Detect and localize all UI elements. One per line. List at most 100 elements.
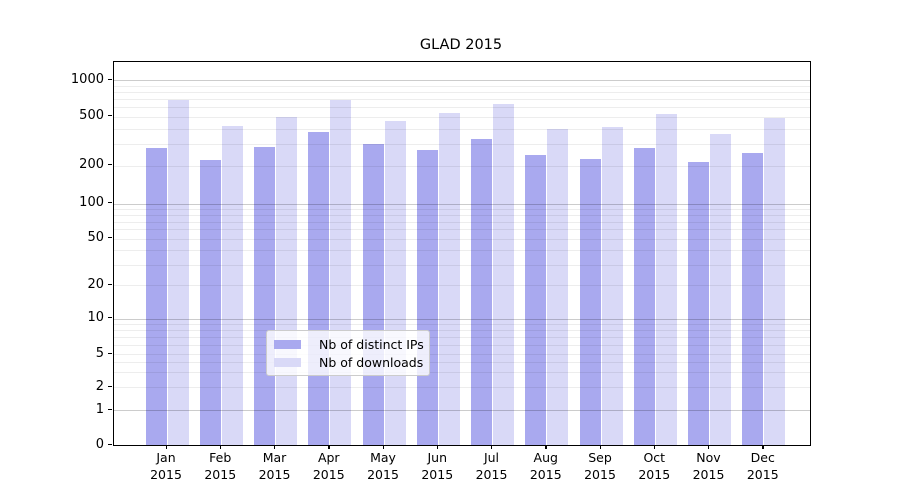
y-tick-mark <box>108 408 112 410</box>
bar-downloads-aug <box>547 129 569 445</box>
y-tick-label: 500 <box>79 108 104 124</box>
bar-distinct-ips-aug <box>525 154 547 445</box>
x-tick-label-month: Aug <box>533 450 558 465</box>
y-tick-label: 200 <box>79 157 104 172</box>
x-tick-label-oct: Oct 2015 <box>626 450 682 483</box>
x-tick-label-jan: Jan 2015 <box>138 450 194 483</box>
minor-gridline <box>114 98 810 100</box>
chart-title: GLAD 2015 <box>419 37 503 53</box>
x-tick-label-month: Jul <box>483 450 500 465</box>
bar-distinct-ips-apr <box>308 132 330 445</box>
bar-distinct-ips-oct <box>633 147 655 445</box>
y-tick-mark <box>108 283 112 286</box>
y-tick-label: 10 <box>87 310 104 326</box>
y-tick-label: 2 <box>95 378 104 394</box>
x-tick-label-month: Apr <box>317 450 340 465</box>
y-tick-mark <box>108 78 112 80</box>
x-tick-label-may: May 2015 <box>355 450 411 483</box>
x-tick-label-year: 2015 <box>204 466 237 482</box>
bar-distinct-ips-nov <box>688 161 709 445</box>
x-tick-mark <box>599 445 601 449</box>
major-gridline <box>114 80 810 81</box>
x-tick-mark <box>491 445 493 449</box>
x-tick-label-month: Sep <box>588 450 612 465</box>
x-tick-mark <box>545 445 547 449</box>
bar-downloads-dec <box>764 117 786 445</box>
bar-downloads-nov <box>710 134 731 445</box>
minor-gridline <box>114 128 810 130</box>
y-tick-label: 5 <box>95 345 104 361</box>
x-tick-label-aug: Aug 2015 <box>518 450 574 483</box>
bar-distinct-ips-mar <box>254 146 275 445</box>
x-tick-label-year: 2015 <box>529 466 562 482</box>
x-tick-label-year: 2015 <box>367 466 399 482</box>
x-tick-mark <box>653 445 656 449</box>
bar-downloads-apr <box>330 99 352 445</box>
y-tick-mark <box>108 352 112 354</box>
minor-gridline <box>114 143 810 145</box>
bar-downloads-jul <box>493 103 514 445</box>
minor-gridline <box>114 107 810 109</box>
x-tick-label-apr: Apr 2015 <box>301 450 357 483</box>
minor-gridline <box>114 116 810 118</box>
x-tick-label-sep: Sep 2015 <box>572 450 628 483</box>
x-tick-label-month: Dec <box>750 450 775 465</box>
x-tick-mark <box>436 445 439 449</box>
x-tick-label-dec: Dec 2015 <box>735 450 791 483</box>
x-tick-mark <box>274 445 276 449</box>
bar-downloads-jan <box>167 100 189 445</box>
y-tick-label: 50 <box>87 230 104 246</box>
x-tick-label-year: 2015 <box>150 466 182 482</box>
x-tick-label-month: Jun <box>427 450 448 465</box>
bar-downloads-mar <box>276 116 297 445</box>
x-tick-label-year: 2015 <box>638 466 671 482</box>
y-tick-mark <box>108 443 112 445</box>
x-tick-label-jul: Jul 2015 <box>464 450 520 483</box>
minor-gridline <box>114 91 810 93</box>
bar-downloads-may <box>384 121 406 445</box>
x-tick-label-month: Oct <box>643 450 666 465</box>
x-tick-label-year: 2015 <box>421 466 454 482</box>
x-tick-mark <box>165 445 167 449</box>
bar-distinct-ips-dec <box>742 152 764 445</box>
bar-distinct-ips-sep <box>579 159 601 445</box>
y-tick-label: 0 <box>95 436 104 452</box>
x-tick-label-month: Nov <box>696 450 721 465</box>
x-tick-mark <box>382 445 384 449</box>
bar-distinct-ips-feb <box>199 160 221 445</box>
x-tick-mark <box>762 445 764 449</box>
x-tick-label-year: 2015 <box>746 466 779 482</box>
y-tick-mark <box>108 385 112 387</box>
legend-item-downloads: Nb of downloads <box>274 354 424 370</box>
x-tick-mark <box>219 445 222 449</box>
bar-downloads-sep <box>601 126 623 445</box>
x-tick-mark <box>708 445 710 449</box>
x-tick-label-year: 2015 <box>584 466 616 482</box>
bar-downloads-oct <box>655 114 677 445</box>
y-tick-mark <box>108 202 112 204</box>
x-tick-label-month: Jan <box>156 450 176 465</box>
x-tick-label-year: 2015 <box>475 466 508 482</box>
x-tick-label-jun: Jun 2015 <box>409 450 465 483</box>
legend-swatch-downloads <box>274 357 301 367</box>
minor-gridline <box>114 85 810 87</box>
y-tick-label: 100 <box>79 195 104 211</box>
x-tick-mark <box>328 445 330 449</box>
x-tick-label-year: 2015 <box>312 466 345 482</box>
bar-downloads-jun <box>438 112 460 445</box>
bar-distinct-ips-jan <box>145 147 167 445</box>
x-tick-label-year: 2015 <box>258 466 291 482</box>
y-tick-label: 1000 <box>70 71 104 87</box>
x-tick-label-nov: Nov 2015 <box>681 450 737 483</box>
y-tick-mark <box>108 317 112 319</box>
x-tick-label-month: May <box>370 450 396 465</box>
y-tick-label: 1 <box>95 401 104 417</box>
legend: Nb of distinct IPs Nb of downloads <box>266 330 430 376</box>
bar-downloads-feb <box>221 125 243 445</box>
legend-label-distinct-ips: Nb of distinct IPs <box>319 336 424 352</box>
bar-distinct-ips-jun <box>416 149 438 445</box>
y-tick-mark <box>108 115 112 117</box>
bar-distinct-ips-jul <box>471 138 492 445</box>
legend-label-downloads: Nb of downloads <box>319 354 424 370</box>
